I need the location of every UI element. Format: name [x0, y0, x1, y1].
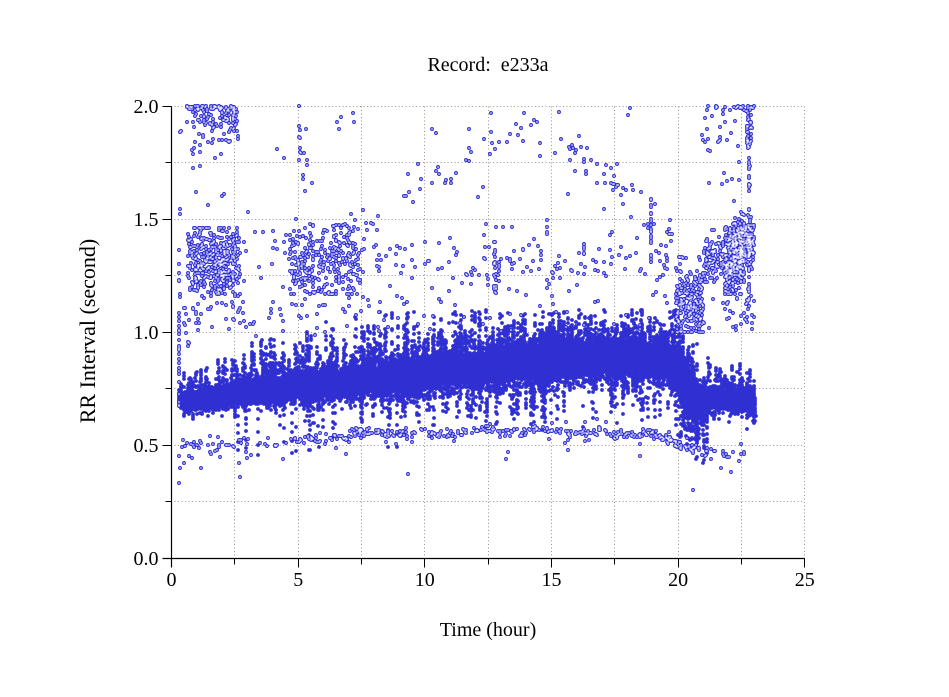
- svg-text:1.5: 1.5: [134, 209, 159, 231]
- svg-text:10: 10: [415, 569, 435, 591]
- svg-text:2.0: 2.0: [134, 96, 159, 118]
- svg-text:20: 20: [668, 569, 688, 591]
- svg-text:0: 0: [167, 569, 177, 591]
- svg-text:0.5: 0.5: [134, 435, 159, 457]
- svg-text:Time (hour): Time (hour): [440, 619, 536, 641]
- svg-text:1.0: 1.0: [134, 322, 159, 344]
- svg-text:15: 15: [542, 569, 562, 591]
- svg-text:Record: e233a: Record: e233a: [427, 54, 548, 76]
- svg-text:5: 5: [293, 569, 303, 591]
- svg-text:RR Interval (second): RR Interval (second): [75, 239, 100, 424]
- svg-text:0.0: 0.0: [134, 548, 159, 570]
- svg-text:25: 25: [795, 569, 815, 591]
